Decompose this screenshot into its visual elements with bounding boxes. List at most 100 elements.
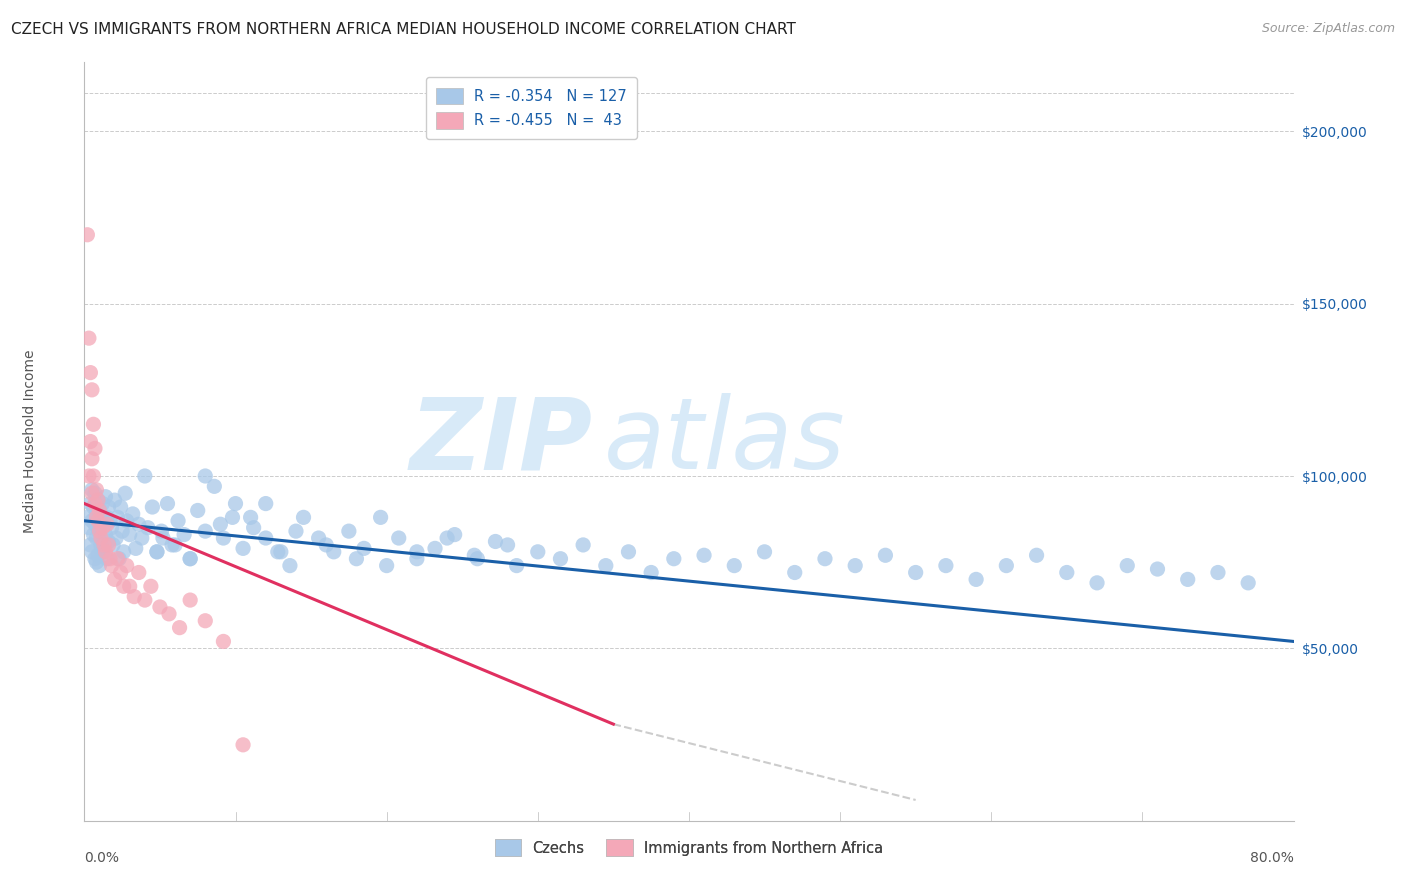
Point — [84, 517, 107, 532]
Point — [375, 558, 398, 573]
Point — [80, 486, 103, 500]
Point — [156, 497, 179, 511]
Point — [225, 497, 247, 511]
Point — [814, 551, 837, 566]
Point — [1146, 562, 1168, 576]
Point — [97, 538, 120, 552]
Point — [128, 566, 150, 580]
Point — [505, 558, 527, 573]
Point — [79, 366, 101, 380]
Point — [134, 593, 156, 607]
Point — [202, 479, 225, 493]
Point — [346, 551, 368, 566]
Text: Source: ZipAtlas.com: Source: ZipAtlas.com — [1261, 22, 1395, 36]
Point — [80, 483, 103, 497]
Point — [136, 521, 159, 535]
Point — [87, 493, 110, 508]
Point — [87, 548, 110, 563]
Point — [292, 510, 315, 524]
Point — [239, 510, 262, 524]
Point — [315, 538, 337, 552]
Point — [128, 517, 150, 532]
Point — [90, 538, 112, 552]
Point — [98, 551, 121, 566]
Point — [169, 621, 191, 635]
Point — [82, 527, 104, 541]
Point — [87, 493, 110, 508]
Point — [82, 469, 104, 483]
Point — [146, 545, 169, 559]
Point — [221, 510, 243, 524]
Point — [1056, 566, 1078, 580]
Point — [965, 573, 987, 587]
Point — [84, 486, 107, 500]
Point — [150, 524, 173, 538]
Point — [87, 521, 110, 535]
Point — [97, 534, 120, 549]
Point — [875, 548, 897, 563]
Point — [108, 551, 131, 566]
Text: 80.0%: 80.0% — [1250, 851, 1294, 865]
Point — [82, 500, 104, 514]
Point — [91, 497, 114, 511]
Point — [370, 510, 392, 524]
Point — [80, 451, 103, 466]
Text: atlas: atlas — [605, 393, 846, 490]
Point — [114, 486, 136, 500]
Point — [693, 548, 716, 563]
Point — [84, 442, 107, 456]
Point — [783, 566, 806, 580]
Point — [89, 503, 111, 517]
Point — [89, 524, 111, 538]
Point — [173, 527, 195, 541]
Point — [77, 521, 100, 535]
Point — [100, 521, 122, 535]
Point — [115, 514, 138, 528]
Point — [79, 538, 101, 552]
Point — [267, 545, 290, 559]
Point — [157, 607, 180, 621]
Point — [595, 558, 617, 573]
Point — [89, 524, 111, 538]
Point — [1025, 548, 1047, 563]
Point — [844, 558, 866, 573]
Point — [232, 738, 254, 752]
Point — [353, 541, 375, 556]
Point — [97, 500, 120, 514]
Point — [107, 510, 129, 524]
Point — [496, 538, 519, 552]
Point — [80, 383, 103, 397]
Point — [86, 555, 108, 569]
Text: 0.0%: 0.0% — [84, 851, 120, 865]
Point — [76, 510, 98, 524]
Point — [84, 551, 107, 566]
Text: ZIP: ZIP — [409, 393, 592, 490]
Point — [91, 521, 114, 535]
Point — [105, 531, 128, 545]
Point — [131, 531, 153, 545]
Point — [110, 500, 132, 514]
Point — [91, 545, 114, 559]
Point — [98, 514, 121, 528]
Point — [242, 521, 264, 535]
Point — [232, 541, 254, 556]
Point — [82, 417, 104, 432]
Point — [84, 497, 107, 511]
Point — [93, 538, 115, 552]
Point — [149, 599, 172, 614]
Point — [118, 579, 141, 593]
Point — [278, 558, 301, 573]
Point — [112, 545, 135, 559]
Point — [152, 531, 174, 545]
Point — [96, 551, 118, 566]
Point — [80, 514, 103, 528]
Point — [110, 566, 132, 580]
Point — [212, 634, 235, 648]
Point — [463, 548, 485, 563]
Point — [90, 531, 112, 545]
Point — [94, 545, 117, 559]
Point — [436, 531, 458, 545]
Point — [640, 566, 662, 580]
Point — [723, 558, 745, 573]
Point — [1237, 575, 1260, 590]
